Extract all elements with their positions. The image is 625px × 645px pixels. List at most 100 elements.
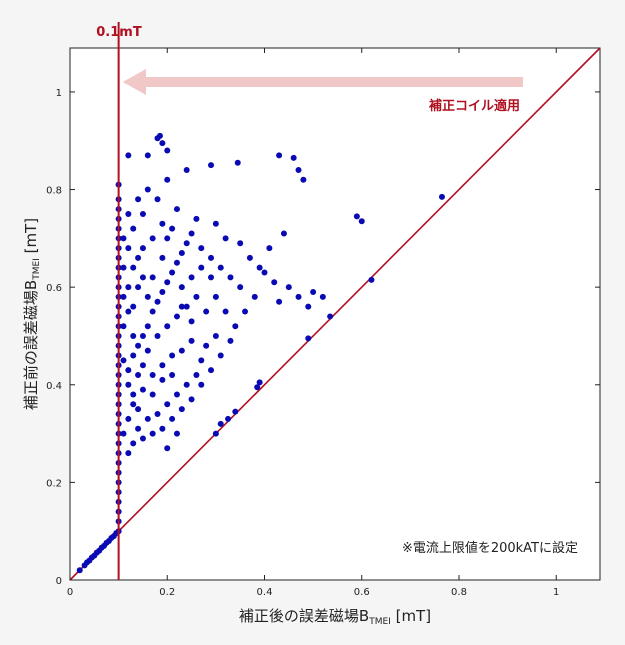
data-point — [237, 240, 244, 247]
data-point — [169, 415, 176, 422]
x-tick-label: 0.2 — [159, 587, 175, 598]
x-tick-label: 0 — [67, 587, 73, 598]
data-point — [358, 218, 365, 225]
data-point — [254, 384, 261, 391]
data-point — [120, 293, 127, 300]
data-point — [193, 215, 200, 222]
data-point — [198, 264, 205, 271]
data-point — [125, 308, 132, 315]
data-point — [353, 213, 360, 220]
y-axis-title: 補正前の誤差磁場BTMEI [mT] — [22, 218, 42, 410]
data-point — [212, 430, 219, 437]
data-point — [139, 386, 146, 393]
data-point — [169, 352, 176, 359]
data-point — [120, 430, 127, 437]
data-point — [198, 381, 205, 388]
data-point — [305, 303, 312, 310]
data-point — [227, 274, 234, 281]
data-point — [149, 372, 156, 379]
data-point — [164, 401, 171, 408]
data-point — [173, 430, 180, 437]
data-point — [280, 230, 287, 237]
data-point — [222, 235, 229, 242]
data-point — [139, 245, 146, 252]
data-point — [173, 206, 180, 213]
data-point — [135, 372, 142, 379]
data-point — [246, 254, 253, 261]
data-point — [193, 372, 200, 379]
data-point — [368, 276, 375, 283]
arrow-head — [122, 69, 146, 95]
data-point — [135, 406, 142, 413]
ticks-layer: 0 0.2 0.4 0.6 0.8 1 0 0.2 0.4 0.6 0.8 1 — [46, 48, 600, 598]
data-point — [164, 176, 171, 183]
data-point — [217, 420, 224, 427]
data-point — [130, 264, 137, 271]
data-point — [139, 435, 146, 442]
data-point — [183, 303, 190, 310]
data-point — [173, 313, 180, 320]
data-point — [135, 254, 142, 261]
data-point — [256, 264, 263, 271]
data-point — [159, 254, 166, 261]
data-point — [159, 140, 166, 147]
data-point — [178, 284, 185, 291]
data-point — [212, 332, 219, 339]
reference-line — [69, 47, 601, 581]
data-point — [310, 289, 317, 296]
data-point — [173, 259, 180, 266]
data-point — [188, 274, 195, 281]
data-point — [227, 337, 234, 344]
y-axis-title-main: 補正前の誤差磁場B — [22, 280, 40, 410]
x-tick-label: 0.8 — [451, 587, 467, 598]
data-point — [208, 274, 215, 281]
data-point — [139, 332, 146, 339]
data-point — [125, 381, 132, 388]
data-point — [183, 381, 190, 388]
y-axis-title-sub: TMEI — [32, 258, 42, 281]
data-point — [217, 352, 224, 359]
data-point — [285, 284, 292, 291]
data-point — [130, 391, 137, 398]
data-point — [183, 240, 190, 247]
data-point — [149, 391, 156, 398]
data-point — [144, 323, 151, 330]
data-point — [120, 323, 127, 330]
data-point — [139, 362, 146, 369]
data-point — [130, 352, 137, 359]
x-axis-title-main: 補正後の誤差磁場B — [239, 607, 369, 625]
data-point — [149, 235, 156, 242]
data-point — [135, 425, 142, 432]
data-point — [125, 415, 132, 422]
x-axis-title-sub: TMEI — [368, 617, 391, 627]
data-point — [169, 225, 176, 232]
data-point — [188, 230, 195, 237]
data-point — [173, 391, 180, 398]
data-point — [130, 440, 137, 447]
data-point — [225, 415, 232, 422]
data-point — [164, 445, 171, 452]
data-point — [295, 167, 302, 174]
data-point — [183, 167, 190, 174]
data-point — [198, 245, 205, 252]
data-point — [144, 293, 151, 300]
data-point — [234, 159, 241, 166]
data-point — [193, 293, 200, 300]
x-tick-label: 0.6 — [354, 587, 370, 598]
data-point — [120, 264, 127, 271]
data-point — [130, 332, 137, 339]
y-tick-label: 0.4 — [46, 381, 62, 392]
data-point — [76, 567, 83, 574]
data-point — [232, 408, 239, 415]
arrow-label: 補正コイル適用 — [428, 98, 520, 114]
data-point — [319, 293, 326, 300]
threshold-label: 0.1mT — [96, 25, 142, 40]
data-point — [178, 303, 185, 310]
data-point — [276, 298, 283, 305]
data-point — [139, 210, 146, 217]
y-tick-label: 0.6 — [46, 283, 62, 294]
data-point — [144, 152, 151, 159]
data-point — [135, 196, 142, 203]
x-tick-label: 0.4 — [257, 587, 273, 598]
